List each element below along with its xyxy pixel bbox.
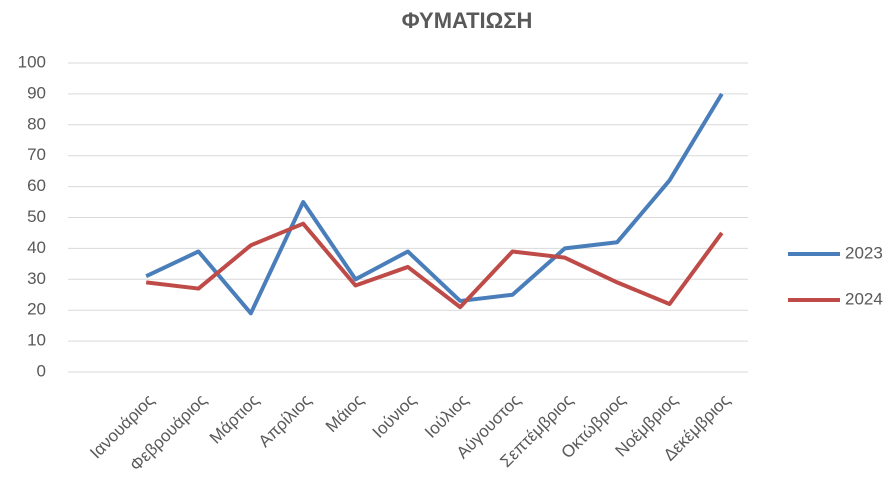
y-tick-label: 100 bbox=[18, 52, 46, 71]
y-tick-label: 10 bbox=[27, 331, 46, 350]
legend-label: 2023 bbox=[845, 243, 883, 262]
x-tick-label: Ιούλιος bbox=[421, 391, 472, 442]
y-tick-label: 60 bbox=[27, 176, 46, 195]
y-tick-label: 70 bbox=[27, 145, 46, 164]
y-tick-label: 80 bbox=[27, 114, 46, 133]
x-tick-label: Μάιος bbox=[322, 391, 368, 437]
x-tick-label: Μάρτιος bbox=[206, 391, 263, 448]
y-tick-label: 90 bbox=[27, 83, 46, 102]
y-tick-label: 50 bbox=[27, 207, 46, 226]
series-line bbox=[145, 92, 724, 316]
x-tick-label: Απρίλιος bbox=[255, 391, 315, 451]
y-tick-label: 0 bbox=[37, 361, 46, 380]
y-tick-label: 30 bbox=[27, 269, 46, 288]
x-tick-label: Ιούνιος bbox=[369, 391, 420, 442]
series-line bbox=[145, 221, 724, 310]
y-tick-label: 40 bbox=[27, 238, 46, 257]
chart-title: ΦΥΜΑΤΙΩΣΗ bbox=[402, 8, 533, 33]
legend-label: 2024 bbox=[845, 289, 883, 308]
y-tick-label: 20 bbox=[27, 300, 46, 319]
